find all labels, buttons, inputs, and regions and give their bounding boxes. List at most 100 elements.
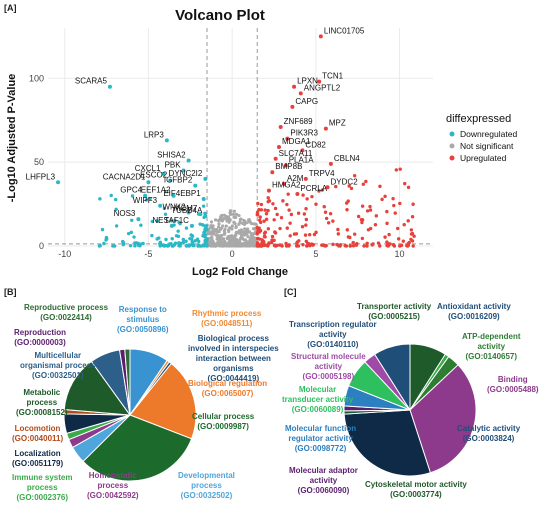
- point-up: [322, 205, 326, 209]
- point-down: [102, 241, 106, 246]
- point-ns: [251, 241, 255, 246]
- pie-label-name: Reproductive process: [24, 303, 109, 312]
- pie-label-go: (GO:0003774): [390, 490, 442, 499]
- point-ns: [246, 240, 250, 244]
- pie-label: Metabolic process (GO:0008152): [16, 388, 68, 418]
- point-ns: [251, 238, 255, 242]
- point-up: [410, 215, 415, 219]
- point-up: [331, 219, 335, 223]
- pie-label-go: (GO:0032501): [32, 371, 84, 380]
- gene-label: TUBB4A: [171, 206, 203, 215]
- point-up: [295, 241, 299, 245]
- pie-b-slice: [124, 348, 131, 416]
- point-ns: [245, 244, 249, 248]
- point-ns: [216, 225, 221, 229]
- point-up: [292, 232, 297, 236]
- point-up: [264, 212, 269, 216]
- point-up: [257, 207, 261, 212]
- point-up: [307, 232, 312, 237]
- point-up: [396, 237, 401, 241]
- pie-label-name: Immune system process: [12, 473, 73, 492]
- gene-label: MCM7: [174, 204, 198, 213]
- point-ns: [237, 240, 241, 244]
- pie-label-name: ATP-dependent activity: [462, 332, 521, 351]
- pie-label-go: (GO:0002376): [16, 493, 69, 502]
- point-down: [129, 230, 134, 235]
- pie-label-name: Structural molecule activity: [291, 352, 366, 371]
- pie-label-go: (GO:0140110): [307, 340, 359, 349]
- gene-label: SLC7A11: [279, 149, 313, 158]
- point-up: [279, 215, 284, 220]
- gene-label: SCARA5: [75, 77, 108, 86]
- point-up: [366, 228, 371, 232]
- point-down: [178, 244, 182, 248]
- point-ns: [208, 226, 212, 230]
- pie-label-go: (GO:0042592): [87, 491, 139, 500]
- point-up: [402, 223, 406, 227]
- point-ns: [219, 233, 224, 237]
- point-down: [109, 193, 113, 198]
- point-ns: [221, 224, 225, 228]
- point-down: [169, 241, 173, 246]
- point-up: [262, 234, 267, 239]
- pie-label-go: (GO:0008152): [16, 408, 68, 417]
- point-znf689: [278, 124, 283, 129]
- point-nos3: [136, 217, 141, 222]
- point-down: [188, 236, 192, 241]
- pie-label: Immune system process (GO:0002376): [12, 473, 72, 503]
- point-down: [137, 243, 141, 247]
- point-ns: [217, 236, 221, 240]
- panel-c-tag: [C]: [284, 287, 297, 297]
- pie-label-go: (GO:0005198): [302, 372, 355, 381]
- point-ns: [239, 229, 243, 233]
- point-up: [266, 199, 270, 204]
- point-up: [289, 212, 294, 217]
- pie-label-go: (GO:0005215): [368, 312, 420, 321]
- pie-label-name: Catalytic activity: [457, 424, 521, 433]
- point-hmga2: [266, 188, 271, 193]
- point-esco2: [168, 178, 173, 183]
- plot-panel: [48, 28, 433, 246]
- pie-label: Biological process involved in interspec…: [188, 334, 279, 384]
- pie-label-go: (GO:0048511): [201, 319, 253, 328]
- point-down: [157, 236, 161, 240]
- point-ns: [217, 243, 221, 247]
- point-ns: [244, 229, 248, 233]
- points: [56, 34, 416, 248]
- point-down: [150, 219, 155, 224]
- point-ns: [217, 230, 221, 234]
- pie-chart-molecular-function: [343, 343, 477, 477]
- point-up: [396, 226, 400, 231]
- point-cd82: [300, 148, 305, 153]
- point-cbln4: [328, 161, 333, 166]
- y-tick-label: 50: [34, 157, 44, 167]
- gene-label: PLA1A: [289, 156, 315, 165]
- point-down: [141, 241, 145, 246]
- pie-label: Transcription regulator activity (GO:0140…: [289, 320, 377, 350]
- point-up: [383, 194, 387, 199]
- point-ns: [232, 237, 236, 241]
- point-up: [257, 244, 261, 248]
- gene-label: LRP3: [144, 130, 165, 139]
- legend-label-down: Downregulated: [460, 129, 517, 139]
- point-down: [178, 221, 182, 226]
- point-mdga1: [277, 145, 281, 150]
- pie-label: Antioxidant activity (GO:0016209): [437, 302, 511, 322]
- gene-label: ESCO2: [140, 171, 168, 180]
- point-ns: [249, 221, 254, 226]
- point-ns: [234, 212, 239, 216]
- gene-label: HMGA2: [272, 181, 301, 190]
- point-down: [196, 244, 200, 248]
- point-up: [300, 225, 305, 229]
- point-up: [260, 241, 264, 245]
- point-ns: [224, 224, 228, 228]
- point-down: [114, 224, 119, 228]
- gene-label: PIK3R3: [290, 129, 318, 138]
- gene-label: NES: [152, 216, 168, 225]
- point-up: [285, 226, 289, 230]
- point-up: [361, 182, 366, 186]
- point-ns: [216, 219, 221, 223]
- point-ns: [225, 236, 229, 241]
- pie-label-name: Transcription regulator activity: [289, 320, 377, 339]
- point-down: [173, 218, 177, 223]
